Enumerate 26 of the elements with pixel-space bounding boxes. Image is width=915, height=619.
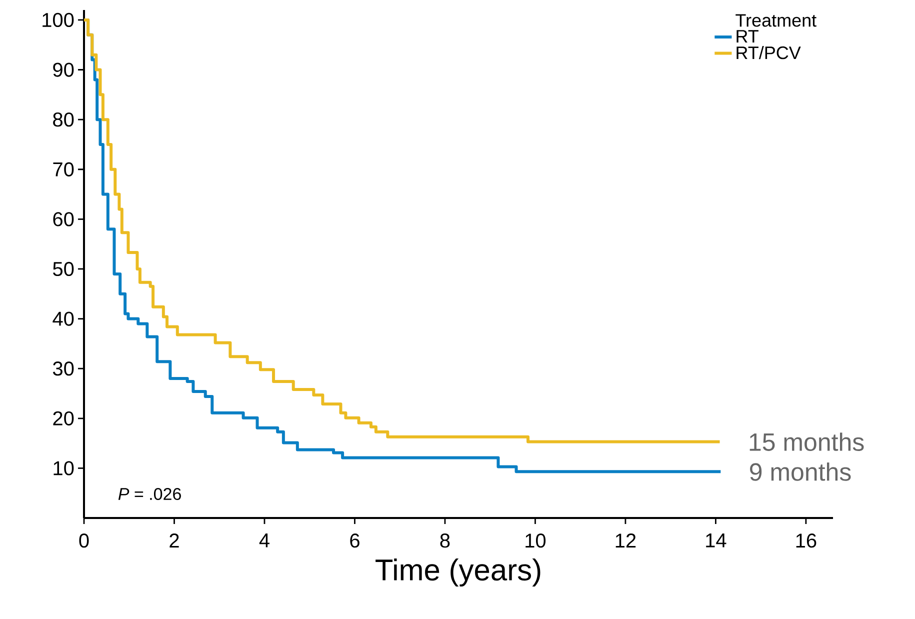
y-tick-label: 10 bbox=[54, 461, 74, 476]
y-tick-label: 90 bbox=[53, 62, 74, 77]
x-tick-label: 14 bbox=[706, 534, 726, 548]
x-tick-label: 10 bbox=[526, 534, 546, 548]
x-tick-label: 6 bbox=[350, 534, 360, 548]
y-tick-label: 50 bbox=[53, 262, 74, 276]
annotation: P = .026 bbox=[118, 488, 181, 500]
x-axis-title: Time (years) bbox=[376, 558, 540, 587]
x-tick-label: 8 bbox=[440, 534, 450, 548]
x-tick-label: 2 bbox=[170, 534, 179, 548]
x-tick-label: 0 bbox=[79, 534, 89, 548]
y-tick-label: 60 bbox=[53, 212, 74, 226]
y-tick-label: 30 bbox=[52, 362, 74, 376]
x-tick-label: 12 bbox=[616, 534, 636, 548]
x-tick-label: 16 bbox=[796, 534, 816, 548]
annotation: 9 months bbox=[750, 462, 851, 481]
legend-label: RT/PCV bbox=[736, 46, 801, 60]
legend-label: RT bbox=[736, 30, 758, 42]
y-tick-label: 100 bbox=[42, 12, 74, 28]
legend-title: Treatment bbox=[736, 14, 816, 27]
x-tick-label: 4 bbox=[259, 534, 270, 548]
annotation: 15 months bbox=[750, 432, 864, 451]
y-tick-label: 20 bbox=[53, 411, 74, 426]
y-tick-label: 40 bbox=[52, 312, 74, 326]
y-tick-label: 70 bbox=[53, 162, 74, 176]
y-tick-label: 80 bbox=[53, 112, 74, 127]
